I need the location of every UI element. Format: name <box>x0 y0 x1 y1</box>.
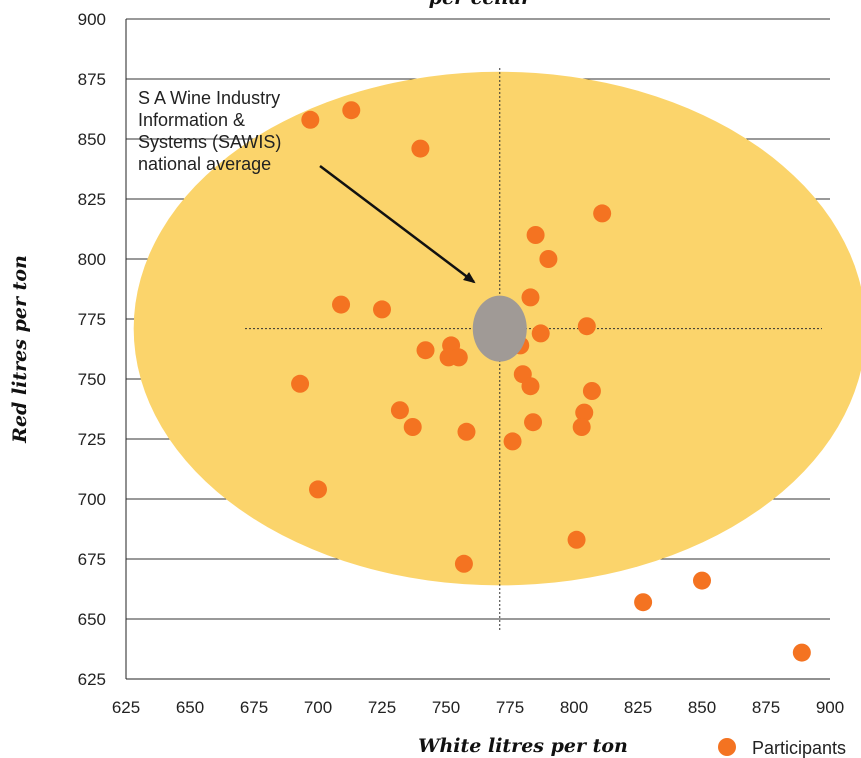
participant-point <box>577 317 596 336</box>
participant-point <box>593 204 612 223</box>
y-tick-label: 825 <box>78 190 106 209</box>
participant-points <box>291 101 811 662</box>
x-tick-label: 725 <box>368 698 396 717</box>
x-tick-label: 675 <box>240 698 268 717</box>
annotation-label: S A Wine Industry Information & Systems (S… <box>138 88 281 174</box>
x-tick-label: 800 <box>560 698 588 717</box>
annotation-line: Systems (SAWIS) <box>138 132 281 152</box>
participant-point <box>390 401 409 420</box>
national-average-marker <box>472 295 527 362</box>
x-tick-label: 875 <box>752 698 780 717</box>
y-tick-label: 900 <box>78 10 106 29</box>
y-tick-label: 750 <box>78 370 106 389</box>
participant-point <box>309 480 327 499</box>
participant-point <box>457 422 476 441</box>
participant-point <box>567 530 586 549</box>
participant-point <box>342 101 361 120</box>
participant-point <box>521 377 540 396</box>
national-average-layer <box>472 295 527 362</box>
participant-point <box>572 418 591 436</box>
y-tick-label: 625 <box>78 670 106 689</box>
participant-point <box>332 295 351 314</box>
annotation-line: national average <box>138 154 271 174</box>
x-tick-label: 750 <box>432 698 460 717</box>
x-tick-labels: 625 650 675 700 725 750 775 800 825 850 875 900 <box>112 698 844 717</box>
x-tick-label: 825 <box>624 698 652 717</box>
participant-point <box>582 382 601 400</box>
annotation-line: Information & <box>138 110 245 130</box>
y-tick-label: 875 <box>78 70 106 89</box>
participant-point <box>411 139 430 158</box>
annotation-arrow <box>319 165 476 284</box>
y-tick-label: 650 <box>78 610 106 629</box>
x-tick-label: 700 <box>304 698 332 717</box>
x-tick-label: 775 <box>496 698 524 717</box>
participant-point <box>531 324 550 343</box>
participant-point <box>575 403 594 422</box>
participant-point <box>524 413 543 432</box>
participant-point <box>454 554 473 573</box>
x-axis-title: White litres per ton <box>418 735 628 757</box>
participant-point <box>449 348 468 367</box>
x-tick-label: 850 <box>688 698 716 717</box>
y-tick-labels: 625 650 675 700 725 750 775 800 825 850 875 900 <box>78 10 106 689</box>
participant-point <box>521 288 540 307</box>
y-axis-title: Red litres per ton <box>9 255 31 444</box>
y-tick-label: 675 <box>78 550 106 569</box>
legend-label: Participants <box>752 738 846 758</box>
participant-point <box>503 432 522 451</box>
participant-point <box>792 643 811 662</box>
participant-point <box>291 374 310 393</box>
x-tick-label: 900 <box>816 698 844 717</box>
y-tick-label: 725 <box>78 430 106 449</box>
legend-marker <box>718 738 736 756</box>
annotation-line: S A Wine Industry <box>138 88 280 108</box>
y-tick-label: 800 <box>78 250 106 269</box>
y-tick-label: 850 <box>78 130 106 149</box>
participant-point <box>539 250 558 268</box>
chart-title: per cellar <box>429 0 533 9</box>
participant-point <box>373 300 391 319</box>
participant-point <box>403 418 422 436</box>
participant-point <box>634 593 653 612</box>
y-tick-label: 700 <box>78 490 106 509</box>
x-tick-label: 625 <box>112 698 140 717</box>
participant-point <box>416 341 435 360</box>
x-tick-label: 650 <box>176 698 204 717</box>
legend: Participants <box>718 738 846 758</box>
participant-point <box>301 110 320 129</box>
participant-point <box>526 226 545 244</box>
participant-point <box>693 571 711 590</box>
y-tick-label: 775 <box>78 310 106 329</box>
